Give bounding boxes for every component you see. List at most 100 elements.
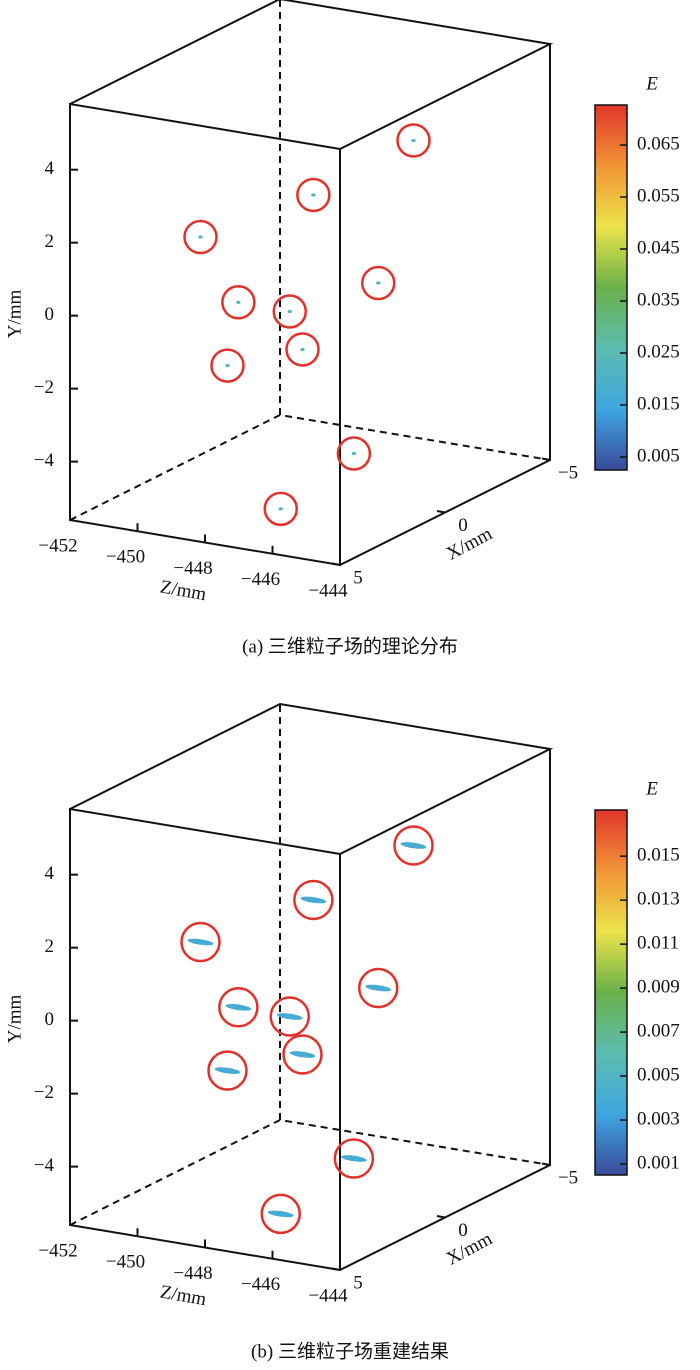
highlight-circle [396, 123, 431, 158]
particle [376, 281, 381, 285]
particle [276, 1013, 303, 1020]
particle [351, 451, 357, 456]
highlight-circle [180, 921, 221, 963]
particle [187, 938, 214, 946]
colorbar-title: E [645, 778, 658, 799]
particle [300, 896, 327, 904]
particle [267, 1210, 294, 1218]
x-tick [541, 1162, 551, 1166]
y-tick-label: −4 [34, 450, 55, 471]
x-tick [436, 510, 446, 514]
colorbar-tick-label: 0.005 [637, 445, 680, 466]
particle [225, 363, 230, 368]
colorbar-tick-label: 0.005 [637, 1064, 680, 1085]
box-dashed-edge [69, 1118, 551, 1226]
colorbar-tick-label: 0.065 [637, 133, 680, 154]
colorbar-tick-label: 0.013 [637, 889, 680, 910]
colorbar-tick-label: 0.001 [637, 1152, 680, 1173]
z-tick-label: −448 [173, 1263, 212, 1284]
caption: (b) 三维粒子场重建结果 [251, 1340, 449, 1362]
colorbar-title: E [645, 73, 658, 94]
y-tick-label: −2 [34, 1082, 54, 1103]
colorbar-tick-label: 0.025 [637, 341, 680, 362]
colorbar [594, 104, 628, 471]
highlight-circle [361, 265, 396, 301]
colorbar-tick-label: 0.055 [637, 185, 680, 206]
highlight-circle [285, 332, 320, 367]
box-edge [339, 749, 551, 1271]
particle [300, 347, 305, 352]
particle [225, 1003, 252, 1011]
particle [311, 193, 316, 197]
particle [198, 235, 203, 239]
x-tick [541, 457, 551, 461]
z-tick-label: −446 [241, 569, 280, 590]
highlight-circle [269, 996, 310, 1037]
y-tick-label: 2 [45, 936, 55, 957]
y-tick-label: −4 [34, 1155, 55, 1176]
colorbar-tick-label: 0.009 [637, 976, 680, 997]
z-tick-label: −450 [106, 1252, 145, 1273]
x-tick-label: −5 [558, 1167, 578, 1188]
z-tick-label: −450 [106, 547, 145, 568]
highlight-circle [336, 436, 372, 471]
particle [278, 507, 283, 511]
highlight-circle [358, 967, 399, 1009]
highlight-circle [260, 1193, 301, 1235]
colorbar-tick-label: 0.007 [637, 1020, 680, 1041]
highlight-circle [221, 285, 256, 320]
colorbar [594, 809, 628, 1176]
box-front-face [69, 807, 341, 1272]
box-edge [339, 44, 551, 566]
colorbar-tick-label: 0.011 [637, 932, 679, 953]
z-tick-label: −448 [173, 558, 212, 579]
x-tick-label: 0 [458, 515, 468, 536]
y-tick-label: 2 [45, 231, 55, 252]
y-tick-label: 4 [45, 863, 55, 884]
colorbar-tick-label: 0.003 [637, 1108, 680, 1129]
x-tick-label: −5 [558, 462, 578, 483]
z-axis-title: Z/mm [159, 1282, 209, 1311]
x-tick [331, 1267, 341, 1271]
box-edge [69, 702, 554, 855]
highlight-circle [393, 825, 434, 866]
x-axis-title: X/mm [443, 1228, 496, 1269]
colorbar-tick-label: 0.035 [637, 289, 680, 310]
highlight-circle [263, 491, 298, 527]
box-dashed-edge [69, 413, 551, 521]
y-axis-title: Y/mm [4, 290, 25, 339]
particle [289, 1051, 316, 1058]
highlight-circle [333, 1138, 375, 1179]
x-tick-label: 5 [353, 567, 363, 588]
box-edge [69, 0, 554, 150]
colorbar-tick-label: 0.015 [637, 393, 680, 414]
highlight-circle [282, 1034, 323, 1075]
highlight-circle [296, 177, 331, 213]
y-tick-label: 0 [45, 304, 55, 325]
particle [236, 300, 241, 304]
particle [400, 842, 427, 849]
particle [411, 138, 416, 143]
highlight-circle [183, 219, 218, 255]
particle [340, 1155, 367, 1162]
caption: (a) 三维粒子场的理论分布 [242, 635, 458, 657]
colorbar-tick-label: 0.045 [637, 237, 680, 258]
x-tick [331, 562, 341, 566]
x-tick-label: 0 [458, 1220, 468, 1241]
z-tick-label: −446 [241, 1274, 280, 1295]
y-tick-label: −2 [34, 377, 54, 398]
highlight-circle [207, 1050, 248, 1091]
highlight-circle [272, 294, 307, 329]
highlight-circle [218, 987, 259, 1028]
y-tick-label: 4 [45, 158, 55, 179]
z-tick-label: −444 [308, 1285, 348, 1306]
y-tick-label: 0 [45, 1009, 55, 1030]
x-axis-title: X/mm [443, 523, 496, 564]
x-tick [436, 1215, 446, 1219]
particle [365, 984, 392, 992]
particle [214, 1067, 241, 1074]
highlight-circle [293, 879, 334, 921]
z-tick-label: −452 [38, 1240, 77, 1261]
colorbar-tick-label: 0.015 [637, 845, 680, 866]
